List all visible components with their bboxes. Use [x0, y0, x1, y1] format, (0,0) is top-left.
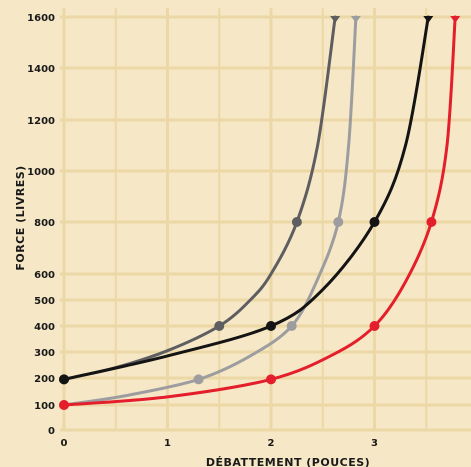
y-tick-label: 100 [34, 401, 55, 412]
series-end-cap [330, 16, 341, 23]
series-lines [59, 15, 461, 410]
series-end-cap [350, 16, 361, 23]
series-line [62, 15, 430, 381]
y-tick-label: 1600 [27, 13, 55, 24]
series-end-cap [450, 16, 461, 23]
y-tick-label: 1200 [27, 116, 55, 127]
series-end-cap [423, 16, 434, 23]
y-axis-title: FORCE (LIVRES) [14, 165, 27, 270]
x-tick-label: 3 [371, 438, 378, 449]
x-tick-label: 1 [164, 438, 171, 449]
y-tick-label: 200 [34, 374, 55, 385]
data-point [286, 321, 297, 331]
y-tick-label: 400 [34, 322, 55, 333]
x-axis-title: DÉBATTEMENT (POUCES) [206, 456, 370, 467]
data-point [333, 217, 344, 227]
data-point [369, 321, 380, 331]
data-point [266, 321, 276, 331]
x-tick-label: 0 [61, 438, 68, 449]
y-tick-label: 1400 [27, 64, 55, 75]
y-tick-label: 800 [34, 218, 55, 229]
data-point [214, 321, 225, 331]
y-tick-label: 300 [34, 348, 55, 359]
series-line [62, 15, 337, 381]
data-point [426, 217, 437, 227]
data-point [59, 400, 69, 410]
y-tick-label: 1000 [27, 167, 55, 178]
y-tick-label: 0 [48, 426, 55, 437]
data-point [291, 217, 302, 227]
data-point [193, 374, 204, 385]
series-line [62, 15, 358, 407]
y-tick-label: 600 [34, 270, 55, 281]
y-tick-label: 500 [34, 296, 55, 307]
data-point [266, 374, 276, 385]
data-point [369, 217, 380, 227]
axis-ticks: 0 100 200 300 400 500 600 800 1000 1200 1400 1600 0 1… [27, 13, 378, 449]
data-point [59, 374, 69, 385]
grid-lines [60, 8, 471, 432]
x-tick-label: 2 [268, 438, 275, 449]
